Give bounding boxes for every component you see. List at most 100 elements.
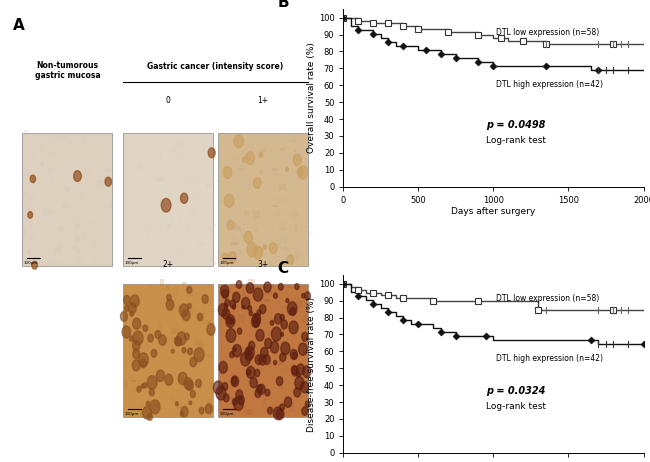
Bar (77, 248, 80, 254)
Circle shape (207, 324, 215, 335)
Bar (178, 249, 185, 257)
Bar (224, 263, 231, 266)
Bar (292, 213, 298, 218)
Bar (302, 318, 308, 322)
Bar (94, 140, 100, 146)
Circle shape (132, 360, 140, 371)
Bar (134, 301, 140, 308)
Circle shape (285, 167, 289, 171)
Bar (272, 205, 278, 207)
Circle shape (249, 311, 253, 316)
Text: 0: 0 (166, 96, 170, 104)
Bar (261, 348, 269, 351)
Text: 100μm: 100μm (24, 261, 38, 265)
Bar (205, 299, 210, 306)
Bar (272, 169, 278, 170)
Bar (65, 219, 67, 227)
Bar (168, 358, 170, 365)
Circle shape (222, 253, 228, 262)
Bar (124, 316, 127, 318)
Bar (189, 401, 195, 406)
Circle shape (296, 364, 304, 375)
Bar (128, 375, 135, 379)
Circle shape (254, 246, 263, 259)
Bar (144, 227, 148, 229)
Bar (289, 406, 295, 413)
Bar (186, 289, 194, 296)
Circle shape (159, 335, 166, 345)
Bar (73, 184, 76, 188)
Bar (160, 407, 166, 410)
Bar (133, 344, 137, 351)
Circle shape (227, 220, 234, 230)
Bar (278, 297, 281, 298)
Bar (244, 211, 250, 216)
Bar (179, 328, 184, 332)
Bar (30, 219, 33, 226)
Bar (94, 253, 101, 261)
Bar (24, 130, 29, 136)
Bar (200, 325, 204, 328)
Bar (201, 230, 203, 236)
Bar (238, 315, 245, 322)
Bar (251, 141, 254, 147)
Bar (227, 336, 231, 338)
Bar (276, 197, 283, 203)
Circle shape (281, 333, 283, 336)
Bar (186, 224, 190, 231)
Circle shape (224, 394, 229, 402)
Text: A: A (13, 18, 25, 33)
Bar (307, 255, 311, 259)
Circle shape (254, 288, 263, 301)
Bar (179, 173, 185, 180)
Bar (140, 411, 143, 417)
Circle shape (196, 379, 202, 387)
Circle shape (120, 311, 127, 321)
Circle shape (237, 328, 242, 334)
Bar (137, 209, 139, 217)
Bar (248, 377, 252, 383)
Bar (206, 387, 212, 394)
Circle shape (222, 383, 227, 390)
Circle shape (138, 353, 148, 367)
Bar (233, 297, 240, 300)
Bar (64, 207, 66, 211)
Bar (247, 255, 253, 260)
Bar (26, 174, 31, 176)
Bar (280, 148, 285, 151)
Bar (140, 325, 144, 328)
Bar (84, 237, 91, 241)
Bar (144, 328, 151, 332)
Circle shape (140, 359, 146, 368)
Text: 1+: 1+ (257, 96, 268, 104)
Circle shape (205, 404, 213, 413)
Bar (170, 328, 177, 334)
Bar (126, 309, 130, 310)
Bar (179, 374, 180, 377)
Bar (233, 251, 240, 253)
Circle shape (130, 311, 134, 316)
Circle shape (298, 168, 303, 176)
Bar (167, 224, 171, 230)
Bar (220, 200, 223, 202)
Circle shape (245, 346, 254, 359)
Circle shape (188, 348, 192, 355)
Bar (146, 343, 151, 348)
Bar (88, 222, 90, 224)
Circle shape (122, 326, 131, 338)
Bar (207, 227, 213, 232)
Bar (206, 399, 211, 406)
Bar (162, 230, 167, 238)
Circle shape (274, 360, 277, 365)
Circle shape (220, 285, 229, 297)
Bar (302, 168, 306, 174)
Bar (135, 345, 139, 349)
Bar (241, 192, 248, 197)
Bar (124, 318, 127, 325)
Circle shape (269, 243, 277, 254)
Bar (173, 155, 180, 162)
Bar (232, 176, 237, 177)
Bar (209, 382, 215, 390)
Circle shape (246, 152, 255, 164)
Circle shape (143, 383, 147, 388)
